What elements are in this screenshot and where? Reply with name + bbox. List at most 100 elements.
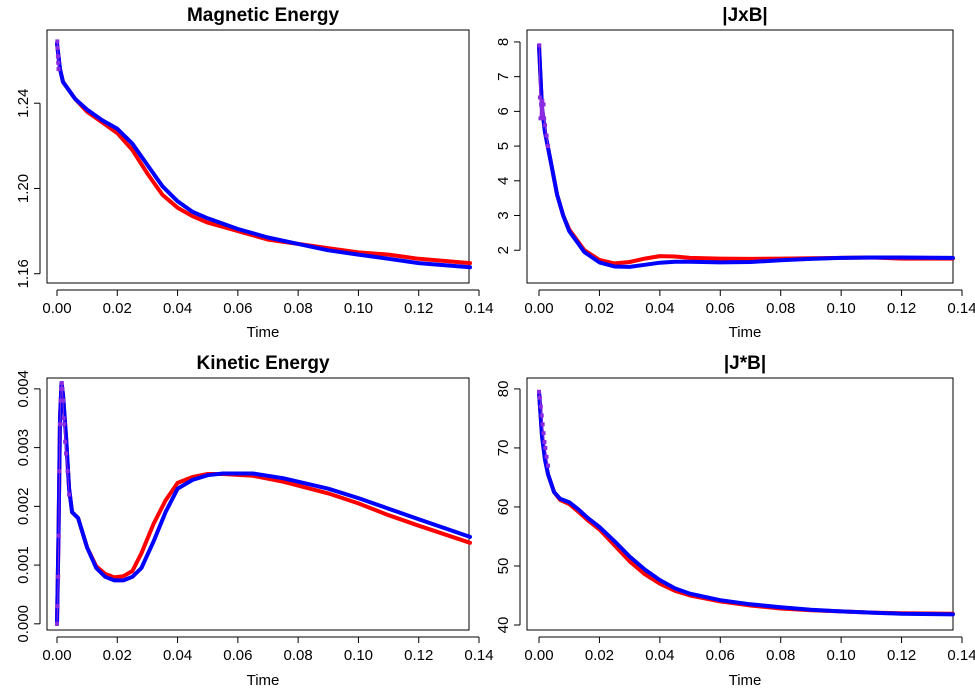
series-line-red	[537, 389, 955, 616]
y-tick-label: 7	[495, 72, 512, 80]
y-tick-label: 5	[495, 142, 512, 150]
data-point-marker	[537, 395, 542, 400]
y-tick-label: 0.001	[15, 546, 32, 584]
data-point-marker	[56, 67, 61, 72]
x-tick-label: 0.10	[827, 647, 856, 664]
x-axis-label: Time	[247, 324, 280, 341]
data-point-marker	[55, 54, 60, 59]
data-point-marker	[56, 533, 61, 538]
data-point-marker	[538, 116, 543, 121]
x-tick-label: 0.04	[163, 647, 192, 664]
data-point-marker	[61, 398, 66, 403]
x-tick-label: 0.00	[524, 647, 553, 664]
data-point-marker	[538, 404, 543, 409]
series-line-blue	[55, 381, 472, 626]
chart-title: |JxB|	[722, 5, 768, 26]
y-tick-label: 40	[495, 617, 512, 634]
x-tick-label: 0.10	[344, 300, 373, 317]
data-point-marker	[67, 492, 72, 497]
x-tick-label: 0.02	[103, 647, 132, 664]
y-tick-label: 1.24	[15, 89, 32, 118]
data-point-marker	[539, 102, 544, 107]
chart-title: Kinetic Energy	[196, 353, 329, 374]
y-tick-label: 0.004	[15, 370, 32, 408]
series-line-red	[55, 41, 472, 266]
x-tick-label: 0.02	[103, 300, 132, 317]
x-tick-label: 0.02	[585, 300, 614, 317]
data-point-marker	[540, 422, 545, 427]
data-point-marker	[61, 416, 66, 421]
x-tick-label: 0.06	[223, 647, 252, 664]
data-point-marker	[62, 422, 67, 427]
data-point-marker	[58, 422, 63, 427]
x-axis-label: Time	[729, 324, 762, 341]
x-tick-label: 0.14	[464, 647, 493, 664]
x-tick-label: 0.14	[947, 647, 975, 664]
y-tick-label: 0.002	[15, 488, 32, 526]
y-tick-label: 3	[495, 211, 512, 219]
x-axis-label: Time	[729, 672, 762, 689]
data-point-marker	[543, 123, 548, 128]
data-point-marker	[546, 463, 551, 468]
x-tick-label: 0.00	[524, 300, 553, 317]
data-point-marker	[537, 389, 541, 394]
y-tick-label: 6	[495, 107, 512, 115]
data-point-marker	[540, 98, 545, 103]
jdotb-panel: |J*B| Time 0.00 0.02 0.04 0.06 0.08 0.10 0.12 0…	[495, 353, 975, 689]
x-tick-label: 0.10	[827, 300, 856, 317]
y-tick-label: 0.000	[15, 605, 32, 643]
y-tick-label: 50	[495, 558, 512, 575]
x-tick-label: 0.12	[887, 300, 916, 317]
series-line-red	[55, 381, 472, 626]
plot-frame	[46, 377, 470, 631]
data-point-marker	[55, 39, 60, 44]
data-point-marker	[58, 398, 63, 403]
series-line-blue	[537, 389, 955, 617]
x-tick-label: 0.14	[464, 300, 493, 317]
x-tick-label: 0.02	[585, 647, 614, 664]
x-tick-label: 0.12	[404, 647, 433, 664]
data-point-marker	[541, 102, 546, 107]
series-line-blue	[55, 41, 472, 270]
x-tick-label: 0.00	[42, 300, 71, 317]
data-point-marker	[59, 381, 64, 385]
data-point-marker	[544, 133, 549, 138]
data-point-marker	[544, 454, 549, 459]
series-line-blue	[537, 43, 955, 269]
series-line-red	[537, 43, 955, 266]
y-tick-label: 8	[495, 38, 512, 46]
data-point-marker	[539, 413, 544, 418]
data-point-marker	[64, 451, 69, 456]
x-tick-label: 0.12	[887, 647, 916, 664]
data-point-marker	[543, 445, 548, 450]
data-point-marker	[56, 60, 61, 65]
data-point-marker	[57, 469, 62, 474]
data-point-marker	[540, 112, 545, 117]
kinetic-energy-panel: Kinetic Energy Time 0.00 0.02 0.04 0.06 0.08…	[15, 353, 494, 689]
data-point-marker	[60, 386, 65, 391]
y-tick-label: 1.20	[15, 174, 32, 203]
y-tick-label: 2	[495, 246, 512, 254]
y-tick-label: 60	[495, 499, 512, 516]
x-tick-label: 0.08	[284, 300, 313, 317]
data-point-marker	[63, 439, 68, 444]
data-point-marker	[56, 574, 61, 579]
x-tick-label: 0.10	[344, 647, 373, 664]
x-tick-label: 0.04	[645, 647, 674, 664]
chart-title: |J*B|	[724, 353, 766, 374]
marker-trace	[538, 391, 549, 466]
x-tick-label: 0.04	[645, 300, 674, 317]
data-point-marker	[541, 431, 546, 436]
x-tick-label: 0.08	[766, 647, 795, 664]
y-tick-label: 80	[495, 381, 512, 398]
magnetic-energy-panel: Magnetic Energy Time 0.00 0.02 0.04 0.06 0.0…	[15, 5, 494, 341]
plot-frame	[526, 377, 954, 631]
x-tick-label: 0.06	[223, 300, 252, 317]
y-tick-label: 1.16	[15, 259, 32, 288]
y-tick-label: 70	[495, 440, 512, 457]
plot-frame	[46, 29, 470, 284]
x-tick-label: 0.04	[163, 300, 192, 317]
jxb-panel: |JxB| Time 0.00 0.02 0.04 0.06 0.08 0.10 0.12 0…	[495, 5, 975, 341]
data-point-marker	[537, 95, 542, 100]
